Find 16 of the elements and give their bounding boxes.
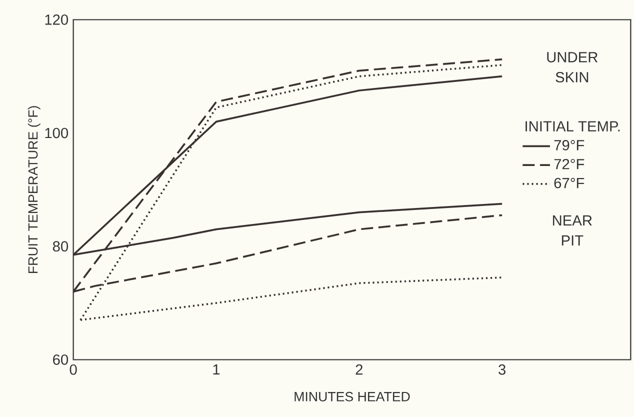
x-tick-label: 0 (70, 364, 77, 375)
x-tick-label: 1 (213, 364, 220, 374)
x-tick-label: 2 (356, 364, 362, 375)
y-tick-label: 100 (45, 128, 68, 138)
annotation: NEAR PIT (552, 215, 592, 246)
x-tick-label: 3 (498, 364, 506, 375)
y-tick-label: 120 (45, 14, 68, 25)
y-axis-title: FRUIT TEMPERATURE (°F) (28, 106, 40, 273)
y-tick-label: 80 (52, 241, 68, 252)
legend-title: INITIAL TEMP. (526, 121, 620, 132)
legend-label: 67°F (554, 178, 584, 188)
y-tick-label: 60 (53, 354, 68, 365)
annotation: UNDER SKIN (547, 52, 598, 82)
x-axis-title: MINUTES HEATED (294, 392, 410, 402)
legend-label: 79°F (554, 140, 584, 150)
legend-label: 72°F (554, 158, 584, 170)
